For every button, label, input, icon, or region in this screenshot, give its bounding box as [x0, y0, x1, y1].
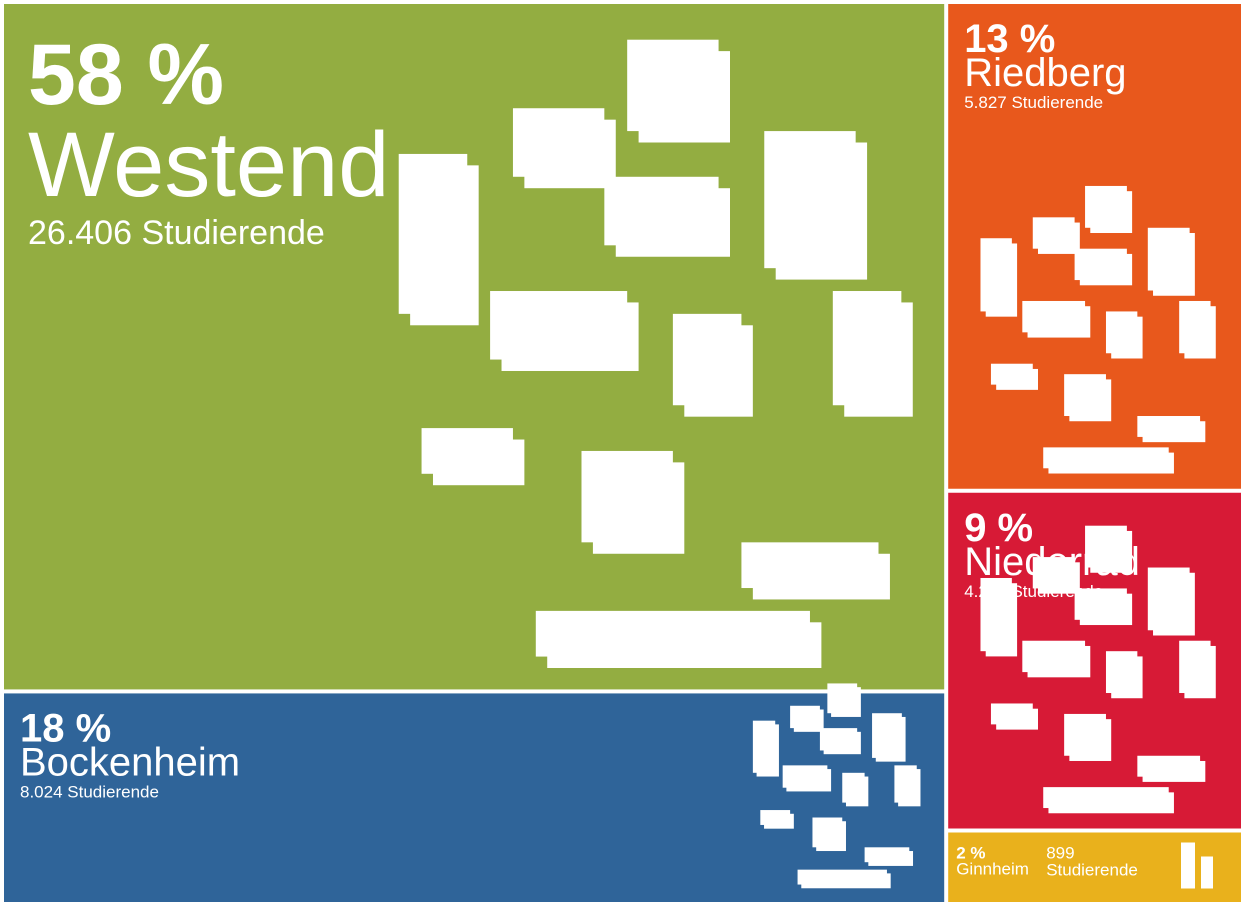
building [421, 428, 513, 474]
building [1147, 227, 1190, 291]
building [864, 847, 910, 863]
building [782, 765, 828, 788]
campus-name: Ginnheim [956, 860, 1029, 879]
building [581, 450, 673, 543]
percent-label: 2 % [956, 844, 985, 863]
building [1085, 185, 1127, 228]
building [832, 291, 902, 406]
building [872, 713, 902, 758]
percent-label: 58 % [28, 27, 224, 123]
building [1032, 217, 1075, 249]
building [512, 108, 605, 177]
building [990, 363, 1033, 385]
building [1032, 557, 1075, 589]
building [1181, 842, 1195, 889]
building [1022, 300, 1086, 333]
building [398, 153, 468, 314]
campus-map [398, 39, 913, 668]
building [741, 542, 879, 589]
building [760, 810, 791, 825]
building [1085, 525, 1127, 568]
student-count: 5.827 Studierende [964, 93, 1103, 112]
building [842, 772, 865, 803]
building [1137, 416, 1201, 437]
campus-map [980, 525, 1216, 814]
building [1201, 856, 1213, 889]
student-count: 8.024 Studierende [20, 782, 159, 801]
building [980, 577, 1012, 652]
building [1137, 755, 1201, 777]
building [535, 610, 810, 657]
tile [4, 693, 945, 902]
student-count: 26.406 Studierende [28, 214, 325, 252]
building [604, 176, 719, 246]
building [980, 238, 1012, 312]
building [1105, 311, 1138, 354]
percent-label: 18 % [20, 706, 111, 750]
building [1179, 640, 1211, 694]
building [1022, 640, 1086, 673]
building [490, 291, 628, 360]
building [672, 313, 742, 406]
building [797, 869, 887, 885]
campus-map [752, 683, 921, 889]
building [827, 683, 858, 714]
building [627, 39, 719, 132]
building [1147, 567, 1190, 631]
building [812, 817, 843, 848]
campus-name: Bockenheim [20, 740, 240, 784]
percent-label: 13 % [964, 17, 1055, 61]
student-count: 899 Studierende [1046, 844, 1138, 880]
building [990, 703, 1033, 725]
building [790, 705, 820, 729]
building [1074, 248, 1127, 281]
building [1064, 713, 1106, 756]
campus-map [980, 185, 1216, 474]
building [819, 728, 858, 751]
building [752, 720, 776, 773]
building [1074, 588, 1127, 620]
campus-name: Westend [28, 114, 389, 216]
campus-name: Riedberg [964, 51, 1126, 95]
building [894, 765, 917, 803]
building [1064, 374, 1106, 417]
building [1179, 300, 1211, 354]
building [1043, 787, 1169, 809]
building [1105, 651, 1138, 694]
building [1043, 447, 1169, 469]
percent-label: 9 % [964, 506, 1033, 550]
building [764, 131, 856, 269]
